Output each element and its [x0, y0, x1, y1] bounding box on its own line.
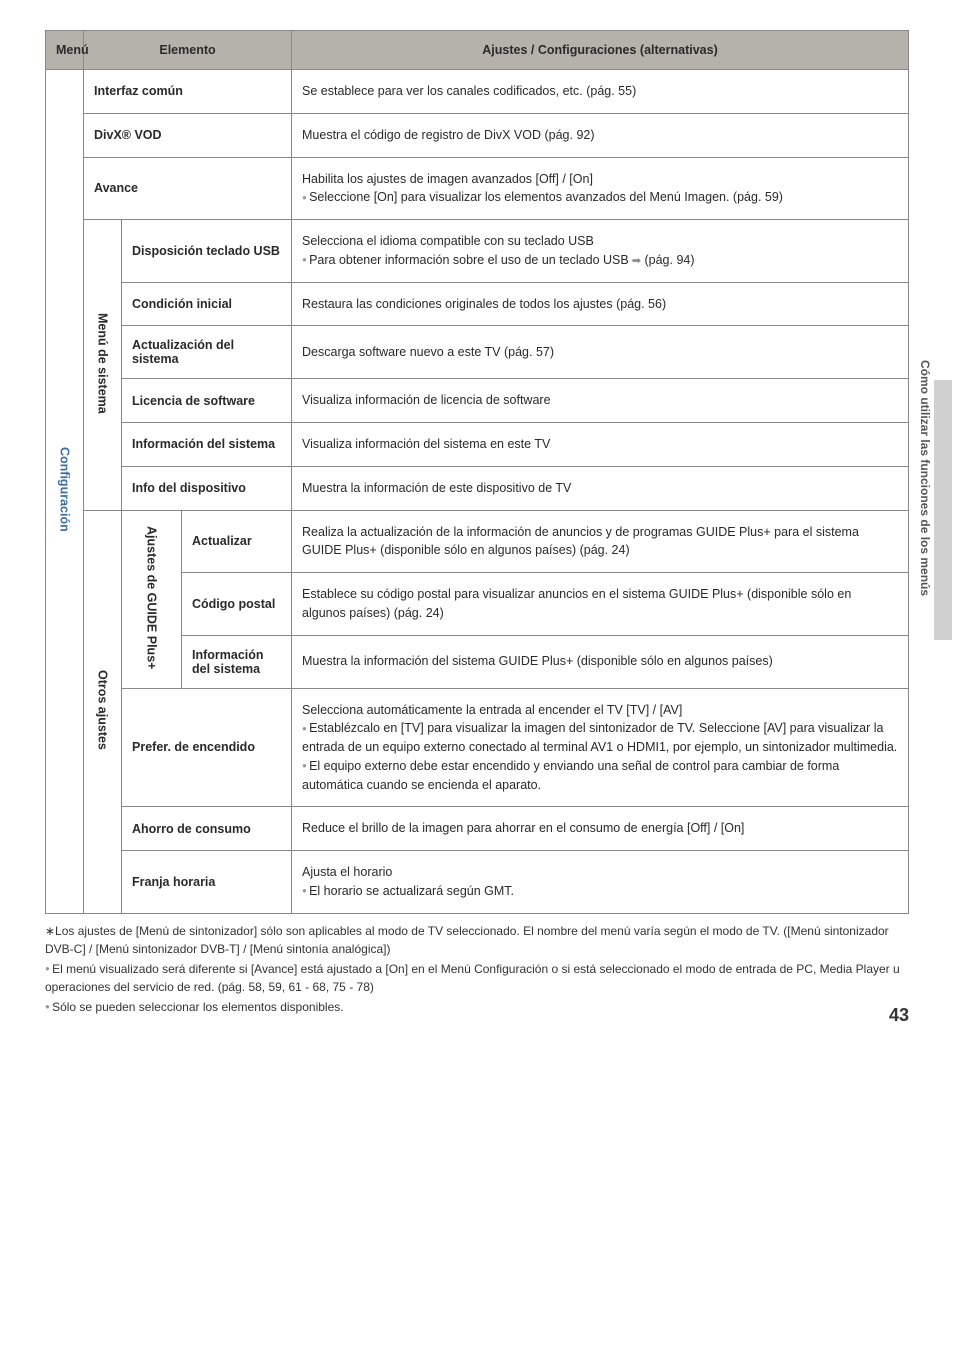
- prefer-line1: Selecciona automáticamente la entrada al…: [302, 703, 682, 717]
- row-ahorro-desc: Reduce el brillo de la imagen para ahorr…: [292, 807, 909, 851]
- page-number: 43: [889, 1005, 909, 1026]
- dispusb-line2pre: Para obtener información sobre el uso de…: [302, 253, 641, 267]
- row-franja-label: Franja horaria: [122, 851, 292, 914]
- footnote-asterisk: ∗Los ajustes de [Menú de sintonizador] s…: [45, 922, 909, 958]
- row-dispusb-label: Disposición teclado USB: [122, 220, 292, 283]
- avance-line2: Seleccione [On] para visualizar los elem…: [302, 190, 783, 204]
- menu-sistema-label: Menú de sistema: [96, 313, 110, 414]
- avance-line1: Habilita los ajustes de imagen avanzados…: [302, 172, 593, 186]
- dispusb-line1: Selecciona el idioma compatible con su t…: [302, 234, 594, 248]
- side-tab: [934, 380, 952, 640]
- row-franja-desc: Ajusta el horario El horario se actualiz…: [292, 851, 909, 914]
- row-actsist-label: Actualización del sistema: [122, 326, 292, 379]
- row-infodelsist-desc: Muestra la información del sistema GUIDE…: [292, 635, 909, 688]
- side-label: Cómo utilizar las funciones de los menús: [918, 360, 932, 596]
- config-group: Configuración: [46, 70, 84, 914]
- row-infosist-label: Información del sistema: [122, 423, 292, 467]
- row-infodisp-label: Info del dispositivo: [122, 466, 292, 510]
- prefer-line2: Establézcalo en [TV] para visualizar la …: [302, 721, 897, 754]
- row-divx-desc: Muestra el código de registro de DivX VO…: [292, 113, 909, 157]
- guide-plus-label: Ajustes de GUIDE Plus+: [145, 526, 159, 669]
- footnotes: ∗Los ajustes de [Menú de sintonizador] s…: [45, 922, 909, 1016]
- prefer-line3: El equipo externo debe estar encendido y…: [302, 759, 839, 792]
- row-lic-label: Licencia de software: [122, 379, 292, 423]
- franja-line2: El horario se actualizará según GMT.: [302, 884, 514, 898]
- config-label: Configuración: [58, 447, 72, 532]
- col-settings: Ajustes / Configuraciones (alternativas): [292, 31, 909, 70]
- row-cond-desc: Restaura las condiciones originales de t…: [292, 282, 909, 326]
- row-interfaz-label: Interfaz común: [84, 70, 292, 114]
- franja-line1: Ajusta el horario: [302, 865, 392, 879]
- row-lic-desc: Visualiza información de licencia de sof…: [292, 379, 909, 423]
- row-divx-label: DivX® VOD: [84, 113, 292, 157]
- row-codpostal-label: Código postal: [182, 573, 292, 636]
- row-dispusb-desc: Selecciona el idioma compatible con su t…: [292, 220, 909, 283]
- row-avance-desc: Habilita los ajustes de imagen avanzados…: [292, 157, 909, 220]
- row-actsist-desc: Descarga software nuevo a este TV (pág. …: [292, 326, 909, 379]
- row-prefer-desc: Selecciona automáticamente la entrada al…: [292, 688, 909, 807]
- row-infodelsist-label: Información del sistema: [182, 635, 292, 688]
- col-element: Elemento: [84, 31, 292, 70]
- settings-table: Menú Elemento Ajustes / Configuraciones …: [45, 30, 909, 914]
- col-menu: Menú: [46, 31, 84, 70]
- row-infodisp-desc: Muestra la información de este dispositi…: [292, 466, 909, 510]
- guide-plus-group: Ajustes de GUIDE Plus+: [122, 510, 182, 688]
- menu-sistema-group: Menú de sistema: [84, 220, 122, 511]
- footnote-b1: El menú visualizado será diferente si [A…: [45, 960, 909, 996]
- row-actualizar-label: Actualizar: [182, 510, 292, 573]
- row-codpostal-desc: Establece su código postal para visualiz…: [292, 573, 909, 636]
- row-interfaz-desc: Se establece para ver los canales codifi…: [292, 70, 909, 114]
- row-cond-label: Condición inicial: [122, 282, 292, 326]
- dispusb-line2post: (pág. 94): [644, 253, 694, 267]
- row-infosist-desc: Visualiza información del sistema en est…: [292, 423, 909, 467]
- row-avance-label: Avance: [84, 157, 292, 220]
- otros-ajustes-group: Otros ajustes: [84, 510, 122, 913]
- row-prefer-label: Prefer. de encendido: [122, 688, 292, 807]
- row-ahorro-label: Ahorro de consumo: [122, 807, 292, 851]
- otros-ajustes-label: Otros ajustes: [96, 670, 110, 750]
- footnote-b2: Sólo se pueden seleccionar los elementos…: [45, 998, 909, 1016]
- row-actualizar-desc: Realiza la actualización de la informaci…: [292, 510, 909, 573]
